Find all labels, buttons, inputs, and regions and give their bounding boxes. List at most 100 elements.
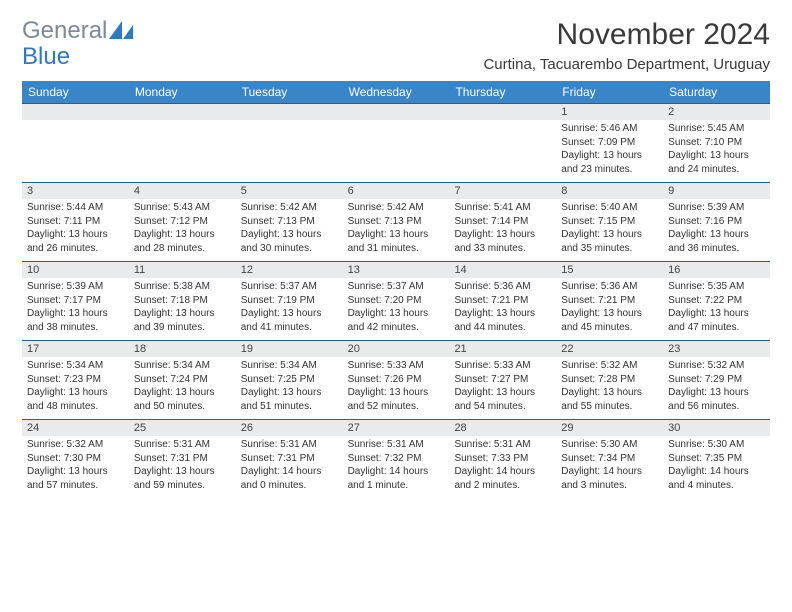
day-body bbox=[343, 120, 450, 126]
day-body: Sunrise: 5:37 AMSunset: 7:19 PMDaylight:… bbox=[236, 278, 343, 338]
sunrise-text: Sunrise: 5:41 AM bbox=[454, 201, 551, 215]
sunset-text: Sunset: 7:21 PM bbox=[561, 294, 658, 308]
daylight-text: Daylight: 13 hours and 50 minutes. bbox=[134, 386, 231, 413]
day-cell: 26Sunrise: 5:31 AMSunset: 7:31 PMDayligh… bbox=[236, 420, 343, 498]
day-number: 3 bbox=[22, 183, 129, 199]
daylight-text: Daylight: 13 hours and 30 minutes. bbox=[241, 228, 338, 255]
day-body: Sunrise: 5:42 AMSunset: 7:13 PMDaylight:… bbox=[236, 199, 343, 259]
day-body: Sunrise: 5:36 AMSunset: 7:21 PMDaylight:… bbox=[449, 278, 556, 338]
day-number bbox=[343, 104, 450, 120]
day-cell: 25Sunrise: 5:31 AMSunset: 7:31 PMDayligh… bbox=[129, 420, 236, 498]
logo-sail-icon bbox=[109, 19, 135, 44]
day-cell: 1Sunrise: 5:46 AMSunset: 7:09 PMDaylight… bbox=[556, 104, 663, 182]
day-body: Sunrise: 5:34 AMSunset: 7:23 PMDaylight:… bbox=[22, 357, 129, 417]
sunrise-text: Sunrise: 5:40 AM bbox=[561, 201, 658, 215]
day-cell bbox=[449, 104, 556, 182]
calendar: Sunday Monday Tuesday Wednesday Thursday… bbox=[22, 81, 770, 498]
sunset-text: Sunset: 7:17 PM bbox=[27, 294, 124, 308]
sunrise-text: Sunrise: 5:36 AM bbox=[454, 280, 551, 294]
day-body: Sunrise: 5:34 AMSunset: 7:24 PMDaylight:… bbox=[129, 357, 236, 417]
day-body: Sunrise: 5:32 AMSunset: 7:30 PMDaylight:… bbox=[22, 436, 129, 496]
day-number: 19 bbox=[236, 341, 343, 357]
logo: General Blue bbox=[22, 18, 135, 69]
day-number: 22 bbox=[556, 341, 663, 357]
day-body: Sunrise: 5:31 AMSunset: 7:31 PMDaylight:… bbox=[236, 436, 343, 496]
daylight-text: Daylight: 13 hours and 59 minutes. bbox=[134, 465, 231, 492]
sunset-text: Sunset: 7:19 PM bbox=[241, 294, 338, 308]
sunset-text: Sunset: 7:12 PM bbox=[134, 215, 231, 229]
daylight-text: Daylight: 13 hours and 31 minutes. bbox=[348, 228, 445, 255]
sunset-text: Sunset: 7:18 PM bbox=[134, 294, 231, 308]
sunrise-text: Sunrise: 5:32 AM bbox=[27, 438, 124, 452]
daylight-text: Daylight: 13 hours and 26 minutes. bbox=[27, 228, 124, 255]
calendar-page: General Blue November 2024 Curtina, Tacu… bbox=[0, 0, 792, 508]
day-cell: 4Sunrise: 5:43 AMSunset: 7:12 PMDaylight… bbox=[129, 183, 236, 261]
day-cell: 21Sunrise: 5:33 AMSunset: 7:27 PMDayligh… bbox=[449, 341, 556, 419]
daylight-text: Daylight: 13 hours and 28 minutes. bbox=[134, 228, 231, 255]
sunset-text: Sunset: 7:14 PM bbox=[454, 215, 551, 229]
daylight-text: Daylight: 13 hours and 33 minutes. bbox=[454, 228, 551, 255]
day-cell: 16Sunrise: 5:35 AMSunset: 7:22 PMDayligh… bbox=[663, 262, 770, 340]
sunrise-text: Sunrise: 5:37 AM bbox=[348, 280, 445, 294]
sunset-text: Sunset: 7:35 PM bbox=[668, 452, 765, 466]
day-body: Sunrise: 5:36 AMSunset: 7:21 PMDaylight:… bbox=[556, 278, 663, 338]
daylight-text: Daylight: 13 hours and 56 minutes. bbox=[668, 386, 765, 413]
day-number: 30 bbox=[663, 420, 770, 436]
day-cell: 22Sunrise: 5:32 AMSunset: 7:28 PMDayligh… bbox=[556, 341, 663, 419]
day-number: 23 bbox=[663, 341, 770, 357]
day-number: 28 bbox=[449, 420, 556, 436]
day-body bbox=[22, 120, 129, 126]
day-cell: 28Sunrise: 5:31 AMSunset: 7:33 PMDayligh… bbox=[449, 420, 556, 498]
sunset-text: Sunset: 7:15 PM bbox=[561, 215, 658, 229]
location: Curtina, Tacuarembo Department, Uruguay bbox=[483, 56, 770, 73]
day-number: 27 bbox=[343, 420, 450, 436]
day-cell: 9Sunrise: 5:39 AMSunset: 7:16 PMDaylight… bbox=[663, 183, 770, 261]
sunrise-text: Sunrise: 5:31 AM bbox=[241, 438, 338, 452]
day-number: 10 bbox=[22, 262, 129, 278]
day-body: Sunrise: 5:35 AMSunset: 7:22 PMDaylight:… bbox=[663, 278, 770, 338]
title-block: November 2024 Curtina, Tacuarembo Depart… bbox=[483, 18, 770, 73]
daylight-text: Daylight: 13 hours and 39 minutes. bbox=[134, 307, 231, 334]
day-cell: 14Sunrise: 5:36 AMSunset: 7:21 PMDayligh… bbox=[449, 262, 556, 340]
daylight-text: Daylight: 13 hours and 24 minutes. bbox=[668, 149, 765, 176]
sunrise-text: Sunrise: 5:33 AM bbox=[348, 359, 445, 373]
day-body: Sunrise: 5:39 AMSunset: 7:17 PMDaylight:… bbox=[22, 278, 129, 338]
day-cell: 13Sunrise: 5:37 AMSunset: 7:20 PMDayligh… bbox=[343, 262, 450, 340]
day-number: 29 bbox=[556, 420, 663, 436]
sunset-text: Sunset: 7:16 PM bbox=[668, 215, 765, 229]
day-number: 8 bbox=[556, 183, 663, 199]
daylight-text: Daylight: 13 hours and 44 minutes. bbox=[454, 307, 551, 334]
day-number bbox=[22, 104, 129, 120]
daylight-text: Daylight: 13 hours and 38 minutes. bbox=[27, 307, 124, 334]
weekday-header-row: Sunday Monday Tuesday Wednesday Thursday… bbox=[22, 81, 770, 103]
sunset-text: Sunset: 7:11 PM bbox=[27, 215, 124, 229]
sunrise-text: Sunrise: 5:31 AM bbox=[454, 438, 551, 452]
daylight-text: Daylight: 14 hours and 1 minute. bbox=[348, 465, 445, 492]
weekday-header: Thursday bbox=[449, 81, 556, 103]
sunrise-text: Sunrise: 5:37 AM bbox=[241, 280, 338, 294]
weekday-header: Monday bbox=[129, 81, 236, 103]
day-cell bbox=[343, 104, 450, 182]
daylight-text: Daylight: 13 hours and 54 minutes. bbox=[454, 386, 551, 413]
weekday-header: Wednesday bbox=[343, 81, 450, 103]
sunrise-text: Sunrise: 5:32 AM bbox=[561, 359, 658, 373]
day-body: Sunrise: 5:42 AMSunset: 7:13 PMDaylight:… bbox=[343, 199, 450, 259]
daylight-text: Daylight: 13 hours and 36 minutes. bbox=[668, 228, 765, 255]
sunset-text: Sunset: 7:24 PM bbox=[134, 373, 231, 387]
day-body: Sunrise: 5:39 AMSunset: 7:16 PMDaylight:… bbox=[663, 199, 770, 259]
week-row: 1Sunrise: 5:46 AMSunset: 7:09 PMDaylight… bbox=[22, 103, 770, 182]
day-body: Sunrise: 5:32 AMSunset: 7:29 PMDaylight:… bbox=[663, 357, 770, 417]
day-number: 13 bbox=[343, 262, 450, 278]
day-cell: 2Sunrise: 5:45 AMSunset: 7:10 PMDaylight… bbox=[663, 104, 770, 182]
day-body: Sunrise: 5:46 AMSunset: 7:09 PMDaylight:… bbox=[556, 120, 663, 180]
day-number: 16 bbox=[663, 262, 770, 278]
sunrise-text: Sunrise: 5:30 AM bbox=[561, 438, 658, 452]
sunset-text: Sunset: 7:27 PM bbox=[454, 373, 551, 387]
day-body: Sunrise: 5:33 AMSunset: 7:27 PMDaylight:… bbox=[449, 357, 556, 417]
day-number: 9 bbox=[663, 183, 770, 199]
month-title: November 2024 bbox=[483, 18, 770, 52]
day-body: Sunrise: 5:44 AMSunset: 7:11 PMDaylight:… bbox=[22, 199, 129, 259]
sunset-text: Sunset: 7:13 PM bbox=[241, 215, 338, 229]
sunset-text: Sunset: 7:29 PM bbox=[668, 373, 765, 387]
day-cell: 6Sunrise: 5:42 AMSunset: 7:13 PMDaylight… bbox=[343, 183, 450, 261]
